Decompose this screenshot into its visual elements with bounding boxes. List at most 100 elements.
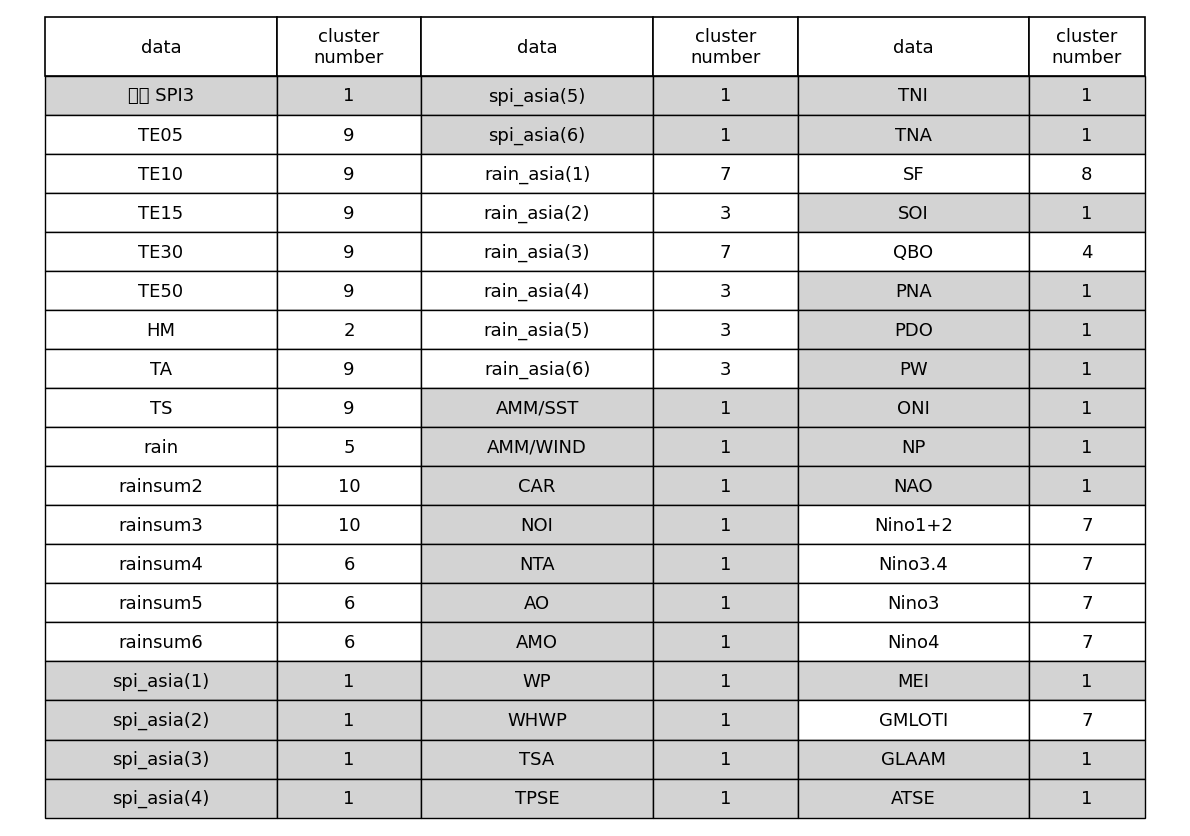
Bar <box>797 506 1029 545</box>
Bar <box>421 584 653 623</box>
Bar <box>797 18 1029 77</box>
Text: 7: 7 <box>720 166 731 183</box>
Text: 7: 7 <box>1082 594 1092 612</box>
Text: 1: 1 <box>1082 750 1092 768</box>
Text: Nino4: Nino4 <box>887 633 940 651</box>
Bar <box>421 155 653 194</box>
Bar <box>45 232 277 272</box>
Bar <box>277 18 421 77</box>
Bar <box>277 506 421 545</box>
Text: WHWP: WHWP <box>507 711 568 729</box>
Text: 1: 1 <box>720 88 731 105</box>
Text: spi_asia(2): spi_asia(2) <box>112 711 209 729</box>
Bar <box>653 272 797 311</box>
Bar <box>653 506 797 545</box>
Bar <box>421 428 653 466</box>
Bar <box>1029 389 1145 428</box>
Bar <box>277 77 421 116</box>
Bar <box>653 661 797 701</box>
Bar <box>653 545 797 584</box>
Bar <box>277 545 421 584</box>
Text: 9: 9 <box>343 283 355 300</box>
Bar <box>653 584 797 623</box>
Text: 1: 1 <box>1082 360 1092 378</box>
Bar <box>277 701 421 740</box>
Bar <box>1029 349 1145 389</box>
Bar <box>797 623 1029 661</box>
Bar <box>797 232 1029 272</box>
Text: spi_asia(1): spi_asia(1) <box>112 672 209 691</box>
Text: 3: 3 <box>720 321 731 339</box>
Text: 1: 1 <box>1082 400 1092 417</box>
Text: 9: 9 <box>343 400 355 417</box>
Bar <box>797 545 1029 584</box>
Bar <box>1029 428 1145 466</box>
Text: NTA: NTA <box>519 555 555 573</box>
Text: 1: 1 <box>720 555 731 573</box>
Text: 6: 6 <box>344 633 355 651</box>
Bar <box>1029 545 1145 584</box>
Bar <box>277 740 421 778</box>
Text: PDO: PDO <box>894 321 933 339</box>
Text: 6: 6 <box>344 555 355 573</box>
Text: rain_asia(2): rain_asia(2) <box>484 204 590 222</box>
Bar <box>421 623 653 661</box>
Text: rainsum3: rainsum3 <box>119 516 203 534</box>
Bar <box>797 194 1029 232</box>
Bar <box>277 623 421 661</box>
Bar <box>277 389 421 428</box>
Bar <box>45 311 277 349</box>
Bar <box>421 661 653 701</box>
Text: 1: 1 <box>720 789 731 807</box>
Bar <box>1029 194 1145 232</box>
Text: 1: 1 <box>344 789 355 807</box>
Bar <box>653 389 797 428</box>
Text: 1: 1 <box>1082 126 1092 145</box>
Text: 1: 1 <box>1082 321 1092 339</box>
Bar <box>653 77 797 116</box>
Bar <box>45 18 277 77</box>
Text: 1: 1 <box>1082 789 1092 807</box>
Text: TE15: TE15 <box>138 204 183 222</box>
Bar <box>797 389 1029 428</box>
Bar <box>45 701 277 740</box>
Bar <box>1029 466 1145 506</box>
Bar <box>653 194 797 232</box>
Text: 1: 1 <box>720 438 731 456</box>
Text: AMM/WIND: AMM/WIND <box>487 438 587 456</box>
Text: cluster
number: cluster number <box>690 28 760 67</box>
Text: 6: 6 <box>344 594 355 612</box>
Text: 1: 1 <box>1082 88 1092 105</box>
Bar <box>653 466 797 506</box>
Text: rainsum5: rainsum5 <box>119 594 203 612</box>
Bar <box>45 389 277 428</box>
Bar <box>277 428 421 466</box>
Text: 10: 10 <box>338 516 361 534</box>
Text: CAR: CAR <box>519 477 556 495</box>
Text: 3: 3 <box>720 204 731 222</box>
Bar <box>1029 116 1145 155</box>
Bar <box>1029 661 1145 701</box>
Bar <box>653 116 797 155</box>
Text: TNI: TNI <box>898 88 928 105</box>
Text: 1: 1 <box>720 126 731 145</box>
Bar <box>421 349 653 389</box>
Bar <box>277 466 421 506</box>
Text: 9: 9 <box>343 243 355 262</box>
Bar <box>277 194 421 232</box>
Text: NOI: NOI <box>521 516 553 534</box>
Bar <box>1029 18 1145 77</box>
Bar <box>421 701 653 740</box>
Text: spi_asia(6): spi_asia(6) <box>488 126 585 145</box>
Text: 4: 4 <box>1082 243 1092 262</box>
Text: 2: 2 <box>343 321 355 339</box>
Bar <box>45 116 277 155</box>
Bar <box>797 116 1029 155</box>
Text: GLAAM: GLAAM <box>881 750 946 768</box>
Bar <box>45 194 277 232</box>
Bar <box>45 349 277 389</box>
Bar <box>421 466 653 506</box>
Text: 1: 1 <box>720 594 731 612</box>
Text: QBO: QBO <box>894 243 933 262</box>
Text: data: data <box>892 38 934 57</box>
